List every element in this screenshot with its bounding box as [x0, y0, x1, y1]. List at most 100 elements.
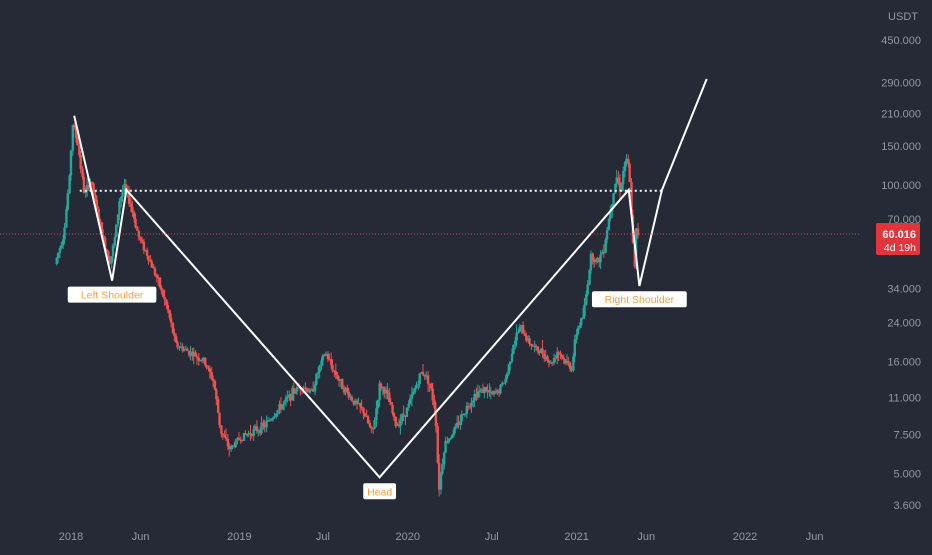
- candle-body: [113, 237, 117, 246]
- candle-body: [460, 414, 463, 422]
- candle-body: [496, 390, 499, 393]
- candle-body: [349, 396, 352, 398]
- candle-body: [549, 362, 552, 364]
- candle-body: [521, 324, 525, 334]
- candle-body: [450, 435, 454, 439]
- candle-body: [194, 352, 197, 357]
- candle-body: [324, 354, 328, 356]
- candle-body: [150, 261, 153, 268]
- candle-body: [231, 445, 234, 447]
- x-tick-label: Jun: [637, 531, 655, 543]
- candle-body: [557, 352, 560, 354]
- candle-body: [607, 218, 611, 231]
- candle-body: [346, 387, 349, 392]
- x-tick-label: Jun: [132, 531, 150, 543]
- candle-body: [281, 404, 284, 410]
- candle-body: [546, 356, 549, 361]
- candle-body: [565, 361, 569, 364]
- y-tick-label: 16.000: [887, 356, 921, 368]
- candle-body: [103, 237, 107, 250]
- candle-body: [115, 224, 118, 238]
- candle-body: [250, 434, 254, 436]
- candle-body: [602, 251, 606, 253]
- candle-body: [200, 359, 204, 361]
- candle-body: [234, 440, 237, 448]
- candle-body: [462, 414, 465, 416]
- x-tick-label: Jul: [485, 531, 499, 543]
- currency-label: USDT: [888, 11, 918, 23]
- candle-body: [394, 416, 397, 427]
- candle-body: [61, 239, 65, 246]
- candle-body: [142, 241, 146, 251]
- candle-body: [192, 352, 195, 357]
- candle-body: [186, 348, 189, 352]
- candle-body: [228, 445, 231, 450]
- candle-body: [242, 433, 246, 441]
- candle-body: [282, 401, 286, 405]
- candle-body: [630, 182, 633, 216]
- candle-body: [189, 351, 192, 356]
- candle-body: [614, 183, 617, 194]
- candle-body: [633, 242, 636, 267]
- candle-body: [78, 145, 81, 155]
- candle-body: [514, 340, 517, 345]
- candle-body: [492, 391, 496, 395]
- candle-body: [436, 426, 439, 463]
- candle-body: [417, 383, 420, 385]
- candle-body: [457, 422, 460, 425]
- candle-body: [475, 394, 478, 398]
- candle-body: [598, 257, 601, 263]
- candle-body: [350, 396, 354, 401]
- candle-body: [136, 227, 139, 231]
- candle-body: [160, 287, 163, 291]
- candle-body: [430, 383, 433, 389]
- candle-body: [252, 429, 255, 436]
- candle-body: [588, 270, 591, 285]
- candle-body: [447, 438, 451, 443]
- candle-body: [176, 342, 179, 348]
- candle-body: [288, 394, 291, 397]
- pattern-label-text: Right Shoulder: [605, 294, 675, 306]
- candle-body: [262, 422, 265, 426]
- candle-body: [240, 439, 244, 441]
- candle-body: [218, 412, 221, 426]
- candle-body: [592, 260, 596, 263]
- candle-body: [634, 228, 638, 267]
- candle-body: [336, 375, 339, 380]
- candle-body: [302, 387, 305, 390]
- candle-body: [275, 413, 278, 417]
- candle-body: [486, 390, 489, 392]
- candle-body: [563, 359, 567, 364]
- candle-body: [85, 184, 89, 191]
- candle-body: [517, 331, 520, 334]
- candle-body: [401, 414, 404, 421]
- candle-body: [187, 351, 191, 356]
- candle-body: [415, 384, 418, 389]
- candle-body: [111, 245, 115, 257]
- candle-body: [431, 388, 434, 401]
- candle-body: [617, 177, 620, 183]
- candle-body: [360, 406, 363, 408]
- candle-body: [94, 194, 97, 200]
- candle-body: [87, 184, 91, 189]
- candle-body: [381, 387, 385, 389]
- candle-body: [507, 364, 511, 374]
- candle-body: [144, 250, 147, 252]
- candle-body: [347, 391, 350, 398]
- candle-body: [560, 354, 564, 358]
- candle-body: [223, 434, 226, 438]
- candle-body: [147, 255, 150, 261]
- candle-body: [152, 267, 155, 269]
- candle-body: [378, 383, 381, 401]
- candle-body: [410, 394, 414, 399]
- candle-body: [168, 310, 171, 318]
- candle-body: [145, 250, 149, 256]
- x-tick-label: Jul: [316, 531, 330, 543]
- candle-body: [216, 399, 220, 413]
- candle-body: [342, 389, 346, 393]
- candle-body: [523, 333, 527, 337]
- candle-body: [56, 252, 60, 258]
- candle-body: [444, 440, 447, 453]
- candle-body: [425, 375, 428, 377]
